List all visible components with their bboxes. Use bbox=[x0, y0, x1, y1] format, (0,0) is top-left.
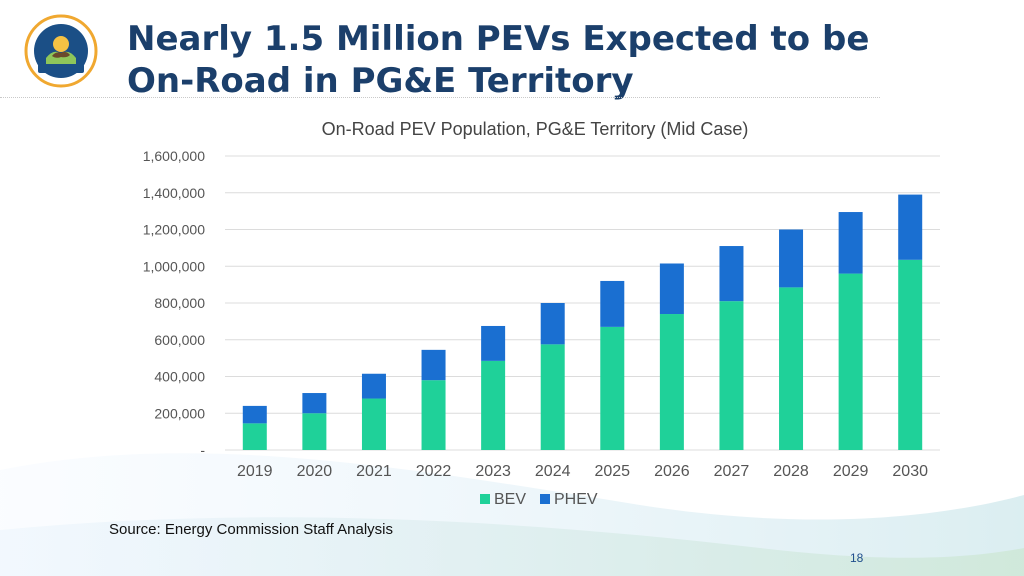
y-tick-label: - bbox=[200, 442, 205, 458]
bar-bev-2030 bbox=[898, 259, 923, 450]
y-tick-label: 400,000 bbox=[154, 369, 205, 385]
bar-bev-2027 bbox=[719, 301, 744, 450]
y-tick-label: 1,400,000 bbox=[143, 185, 205, 201]
bar-bev-2021 bbox=[361, 398, 386, 450]
y-tick-label: 200,000 bbox=[154, 405, 205, 421]
bar-bev-2026 bbox=[659, 314, 684, 450]
legend: BEV PHEV bbox=[480, 491, 598, 508]
x-tick-label: 2024 bbox=[535, 463, 571, 480]
y-tick-label: 800,000 bbox=[154, 295, 205, 311]
bar-phev-2025 bbox=[600, 280, 625, 327]
grid-lines bbox=[225, 155, 940, 451]
bar-bev-2028 bbox=[779, 287, 804, 450]
x-axis-ticks: 2019 2020 2021 2022 2023 2024 2025 2026 2027 2028… bbox=[237, 463, 928, 480]
source-note: Source: Energy Commission Staff Analysis bbox=[109, 521, 394, 538]
sun-icon bbox=[53, 36, 69, 52]
bar-bev-2020 bbox=[302, 413, 327, 450]
legend-label-bev: BEV bbox=[494, 491, 526, 508]
bar-bev-2025 bbox=[600, 326, 625, 450]
title-line-2: On-Road in PG&E Territory bbox=[127, 61, 634, 101]
bar-phev-2024 bbox=[540, 303, 565, 345]
bar-phev-2021 bbox=[361, 373, 386, 399]
bar-phev-2030 bbox=[898, 194, 923, 260]
x-tick-label: 2029 bbox=[833, 463, 869, 480]
title-divider bbox=[0, 97, 880, 98]
bars bbox=[242, 194, 923, 450]
legend-swatch-bev bbox=[480, 494, 490, 504]
x-tick-label: 2023 bbox=[475, 463, 511, 480]
x-tick-label: 2030 bbox=[892, 463, 928, 480]
bear-icon bbox=[52, 51, 70, 58]
bar-phev-2019 bbox=[242, 405, 267, 424]
legend-swatch-phev bbox=[540, 494, 550, 504]
x-tick-label: 2022 bbox=[416, 463, 452, 480]
legend-label-phev: PHEV bbox=[554, 491, 598, 508]
x-tick-label: 2021 bbox=[356, 463, 392, 480]
y-tick-label: 1,200,000 bbox=[143, 222, 205, 238]
x-tick-label: 2019 bbox=[237, 463, 273, 480]
chart-title: On-Road PEV Population, PG&E Territory (… bbox=[322, 119, 749, 139]
title-line-1: Nearly 1.5 Million PEVs Expected to be bbox=[127, 19, 870, 59]
y-tick-label: 1,600,000 bbox=[143, 148, 205, 164]
x-tick-label: 2020 bbox=[297, 463, 333, 480]
bar-phev-2029 bbox=[838, 212, 863, 274]
logo-banner bbox=[38, 64, 84, 73]
bar-bev-2023 bbox=[481, 360, 506, 450]
bar-bev-2019 bbox=[242, 423, 267, 450]
bar-phev-2020 bbox=[302, 393, 327, 414]
bar-bev-2024 bbox=[540, 344, 565, 450]
y-tick-label: 1,000,000 bbox=[143, 258, 205, 274]
y-axis-ticks: - 200,000 400,000 600,000 800,000 1,000,000 1,… bbox=[143, 148, 206, 458]
bar-bev-2029 bbox=[838, 273, 863, 450]
bar-bev-2022 bbox=[421, 380, 446, 450]
energy-commission-logo bbox=[24, 14, 98, 88]
y-tick-label: 600,000 bbox=[154, 332, 205, 348]
x-tick-label: 2027 bbox=[714, 463, 750, 480]
page-number: 18 bbox=[850, 551, 864, 565]
bar-phev-2026 bbox=[659, 263, 684, 315]
x-tick-label: 2025 bbox=[594, 463, 630, 480]
x-tick-label: 2026 bbox=[654, 463, 690, 480]
slide-title: Nearly 1.5 Million PEVs Expected to be O… bbox=[127, 18, 987, 102]
bar-phev-2028 bbox=[779, 229, 804, 288]
bar-phev-2027 bbox=[719, 246, 744, 302]
x-tick-label: 2028 bbox=[773, 463, 809, 480]
bar-phev-2022 bbox=[421, 349, 446, 381]
bar-phev-2023 bbox=[481, 325, 506, 361]
